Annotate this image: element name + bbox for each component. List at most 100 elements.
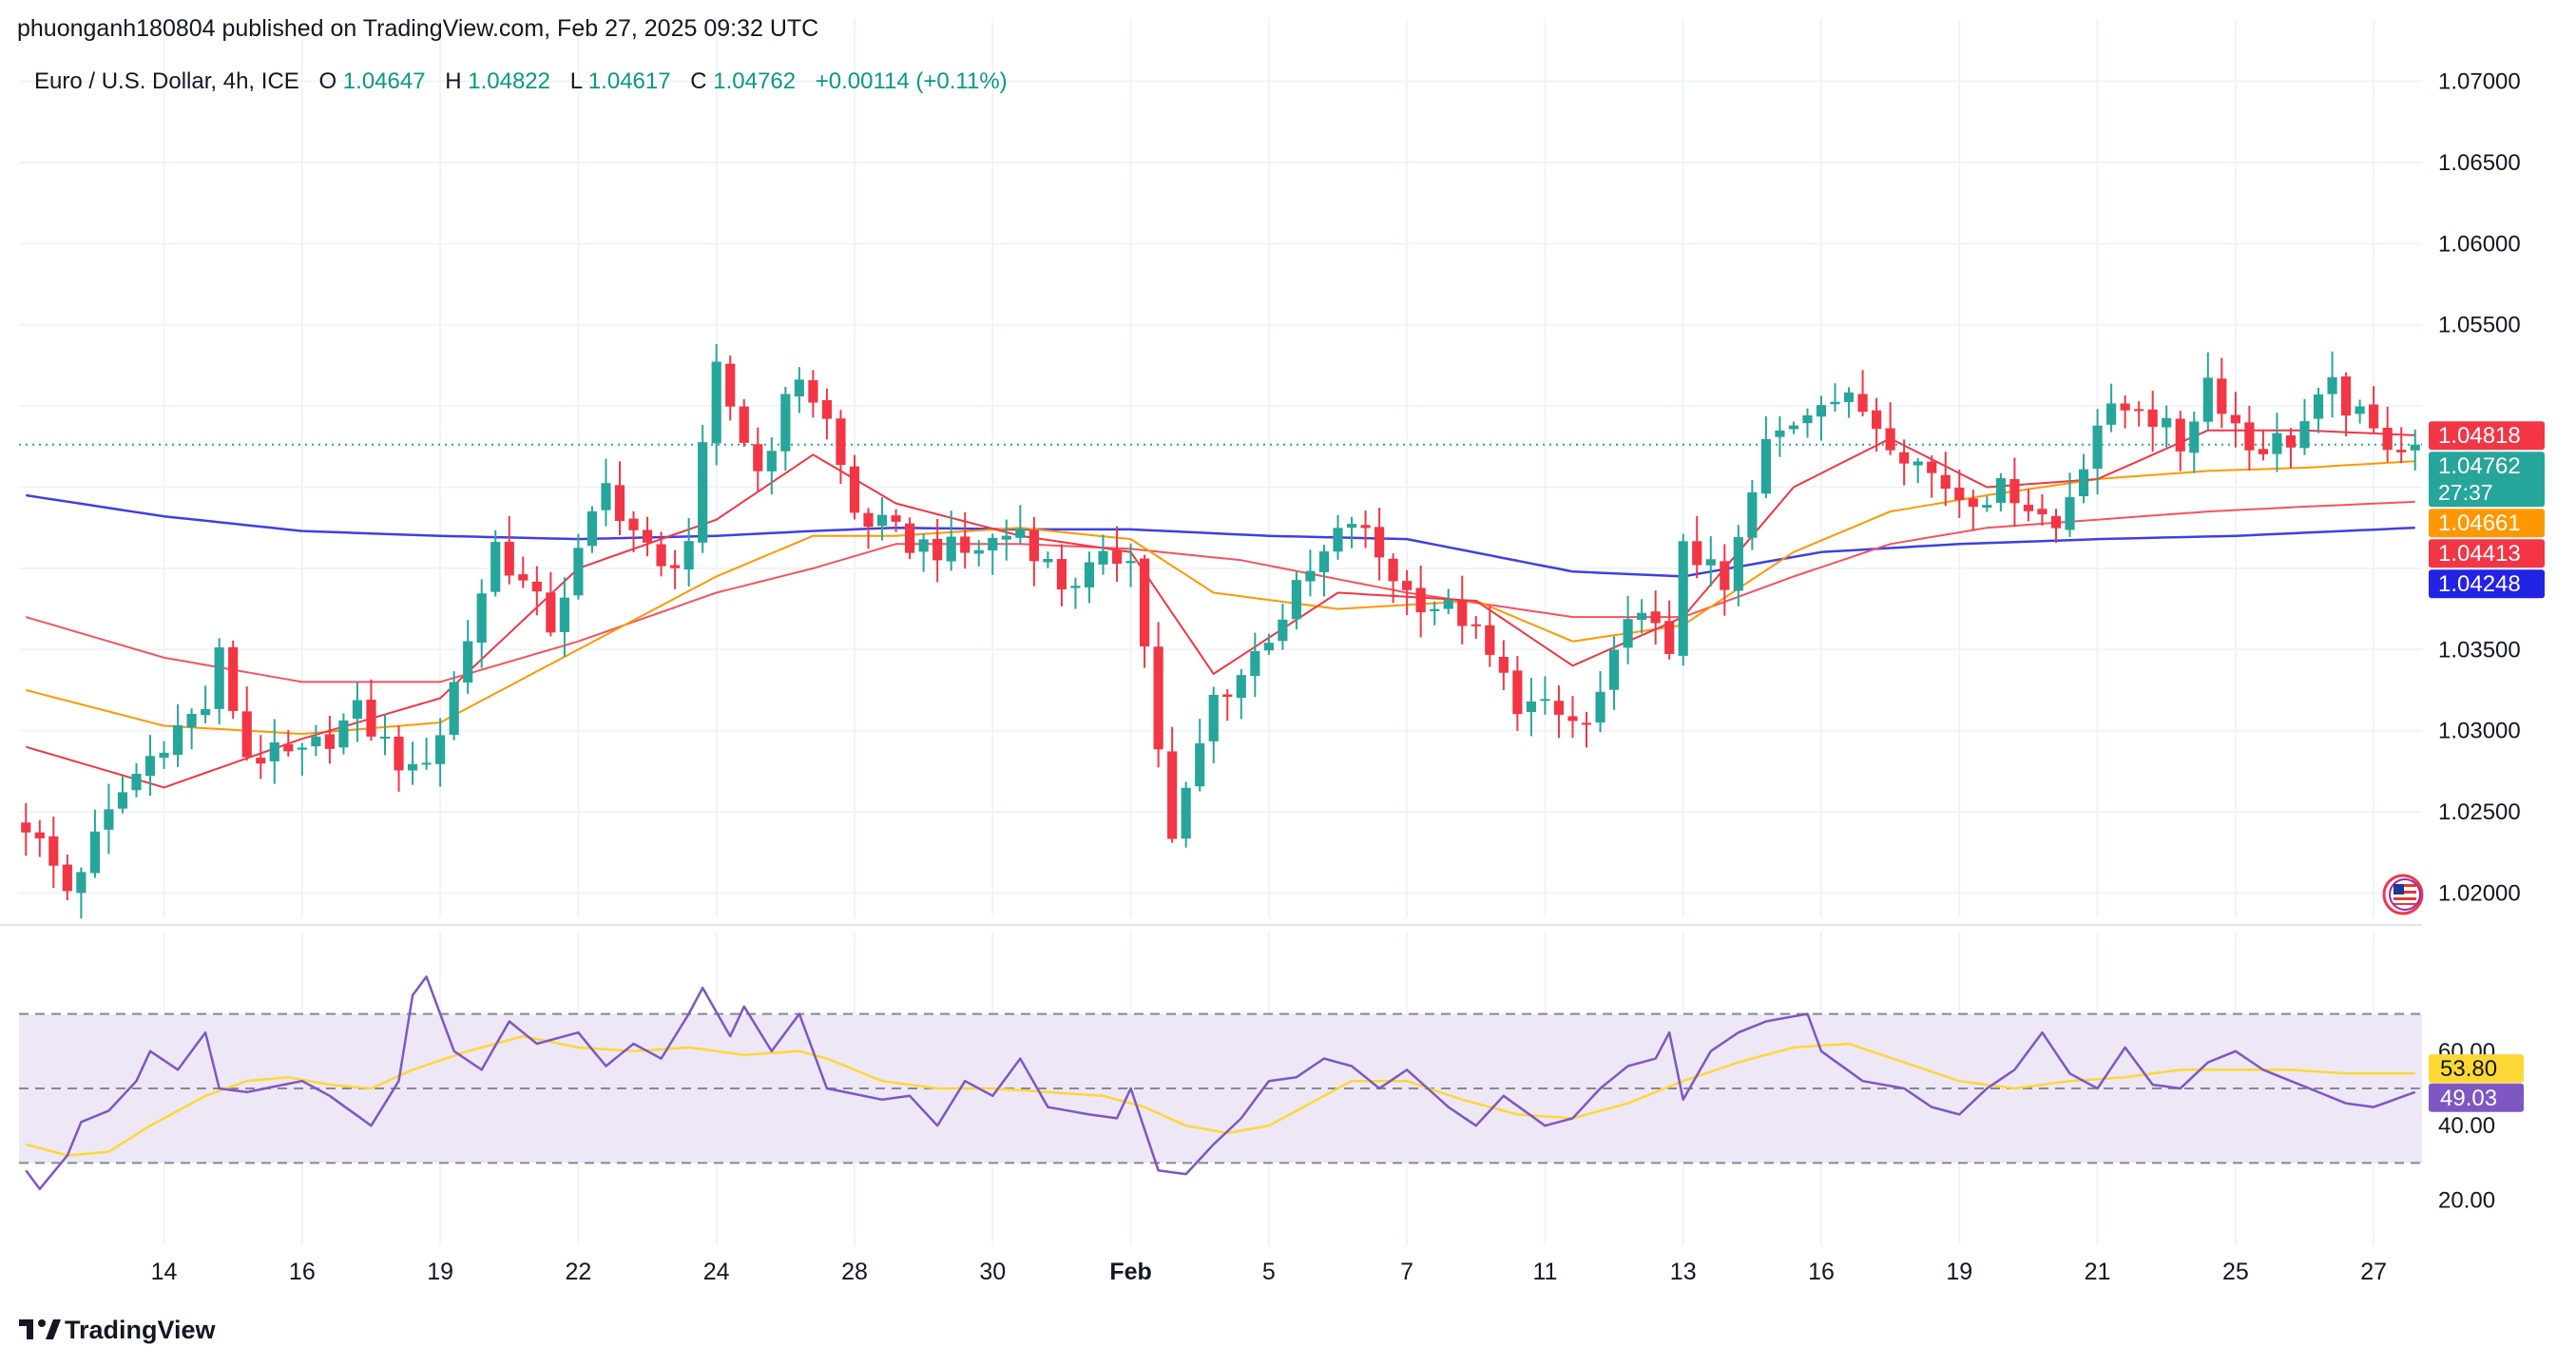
candle-body [1457,600,1468,626]
candle-body [1802,415,1813,424]
candle [628,510,639,553]
candle-body [435,735,446,764]
candle [2065,472,2075,537]
candle [1443,588,1453,615]
candle-body [1595,691,1605,723]
candle [2369,386,2379,433]
candle-body [2120,403,2130,411]
candle [2285,428,2297,469]
candle [1899,439,1910,486]
candle [988,533,998,575]
candle [1028,516,1039,587]
candle-body [2217,378,2227,414]
candle-body [1250,651,1260,677]
candle-body [739,406,749,443]
candle-body [1733,537,1743,591]
candle [352,682,363,742]
candle [1872,397,1882,452]
candle [573,533,584,600]
candle [241,686,252,761]
price-tick-label: 1.02000 [2438,880,2521,906]
tradingview-logo[interactable]: TradingView [19,1316,217,1344]
candle-body [1028,529,1039,562]
bar-countdown: 27:37 [2438,480,2493,505]
candle-body [794,379,804,397]
candle-body [241,711,252,758]
candle-body [1995,478,2006,503]
price-badges: 1.048181.0476227:371.046611.044131.04248… [2429,421,2545,1112]
price-badge: 1.04818 [2429,421,2545,451]
candle [808,370,818,418]
candle [2202,352,2213,431]
candle-body [34,832,45,838]
candle-body [1927,461,1937,473]
candle [1208,686,1219,763]
candle [1637,599,1647,634]
time-tick-label: 27 [2360,1259,2387,1285]
price-badge-bg [2429,452,2545,508]
candle [504,516,514,585]
price-badge-bg [2429,569,2545,599]
candle [1885,402,1895,455]
candle [1775,415,1785,457]
candle-body [1843,392,1855,402]
candle-body [1263,643,1274,651]
candle [1968,490,1978,531]
high-label: H [445,68,461,94]
candle-body [2327,376,2337,394]
candle [2175,411,2185,471]
us-flag-icon[interactable] [2382,874,2424,915]
price-tick-label: 1.06000 [2438,231,2521,257]
candle [435,718,446,787]
candle-body [1236,675,1246,699]
candle-body [808,379,818,403]
candle-body [2009,479,2020,504]
candle [131,762,142,798]
candle [2382,406,2393,463]
candle [1595,670,1605,733]
candle-body [1512,670,1523,715]
candle [1250,632,1260,698]
candle [1843,387,1855,418]
candle-body [1043,558,1053,563]
candle [1346,516,1357,548]
candle [421,737,432,770]
candle [1333,514,1343,560]
candle-body [531,581,542,592]
candle-body [876,514,888,527]
candle [1650,590,1661,645]
price-badge: 1.04248 [2429,569,2545,599]
time-tick-label: 30 [979,1259,1006,1285]
candle [863,508,874,549]
candle-body [269,741,279,761]
candle [311,724,321,757]
candle-body [988,537,998,551]
candle-body [1098,550,1108,565]
time-axis: 14 16 19 22 24 28 30 Feb 5 7 11 13 16 19 21 25 27 [151,1259,2387,1285]
candle-body [1430,608,1440,611]
candle [1802,408,1813,438]
candle [531,566,542,616]
close-label: C [690,68,706,94]
candle-body [1471,624,1481,626]
candle-body [504,541,514,576]
time-tick-label: 13 [1670,1259,1697,1285]
candle-body [573,548,584,596]
change-value: +0.00114 (+0.11%) [816,68,1008,94]
candle [324,716,335,764]
candle [1236,668,1246,720]
price-tick-label: 1.03500 [2438,637,2521,663]
candle-body [518,574,529,581]
candle-body [1857,394,1868,413]
candle-body [2369,404,2379,429]
candle [1830,383,1840,413]
price-tick-label: 1.03000 [2438,719,2521,744]
candle-body [214,647,224,709]
candle [1278,604,1288,650]
published-header: phuonganh180804 published on TradingView… [17,15,818,42]
candle [1608,636,1620,710]
candle [918,533,929,572]
candle-body [1278,619,1288,642]
rsi-tick-label: 40.00 [2438,1113,2495,1139]
